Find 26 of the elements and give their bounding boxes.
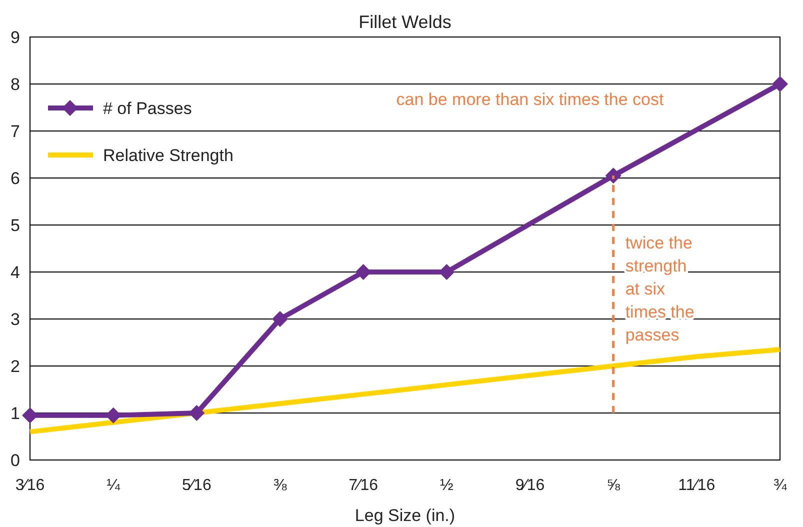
y-tick-label: 3 bbox=[10, 310, 20, 329]
y-tick-label: 2 bbox=[10, 356, 20, 376]
legend-label: Relative Strength bbox=[103, 146, 234, 165]
y-tick-label: 0 bbox=[10, 450, 20, 470]
y-tick-label: 4 bbox=[10, 262, 20, 282]
x-tick-label: 9⁄16 bbox=[515, 477, 545, 494]
chart-title: Fillet Welds bbox=[358, 12, 452, 32]
x-tick-label: ½ bbox=[440, 477, 454, 494]
y-tick-label: 7 bbox=[10, 122, 20, 141]
y-tick-label: 1 bbox=[10, 404, 20, 423]
x-tick-label: ⅝ bbox=[606, 477, 621, 494]
x-tick-label: 5⁄16 bbox=[182, 477, 212, 494]
x-tick-label: 7⁄16 bbox=[348, 477, 378, 494]
legend-label: # of Passes bbox=[103, 98, 192, 118]
x-tick-label: 3⁄16 bbox=[15, 477, 45, 494]
x-tick-label: ⅜ bbox=[273, 477, 288, 494]
annotation: twice the strength at six times the passes bbox=[625, 234, 694, 344]
y-tick-label: 8 bbox=[10, 74, 20, 94]
x-tick-label: ¾ bbox=[773, 477, 788, 494]
x-tick-label: ¼ bbox=[106, 477, 121, 494]
y-tick-label: 9 bbox=[10, 28, 20, 47]
y-tick-label: 6 bbox=[10, 168, 20, 188]
x-axis-title: Leg Size (in.) bbox=[354, 506, 456, 525]
y-tick-label: 5 bbox=[10, 216, 20, 235]
x-tick-label: 11⁄16 bbox=[678, 477, 716, 494]
annotation: can be more than six times the cost bbox=[396, 90, 664, 110]
